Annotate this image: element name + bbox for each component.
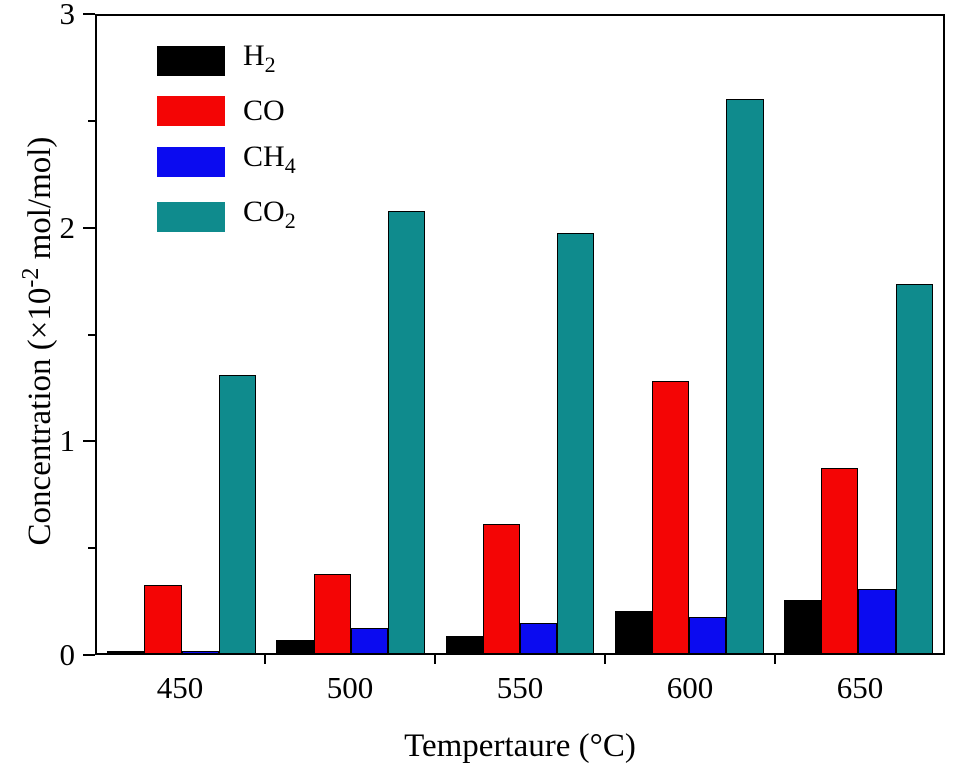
bar-group [435,16,604,653]
legend-label-co: CO [243,95,285,127]
bar-ch4 [519,623,558,653]
legend-label-main: CO [243,94,285,127]
legend-swatch-ch4 [157,146,225,177]
y-axis-title-pre: Concentration (×10 [22,287,58,546]
y-minor-tick [88,119,95,122]
legend-item-co2: CO2 [157,196,296,237]
legend-label-main: CO [243,195,285,228]
bar-group [266,16,435,653]
bar-group [97,16,266,653]
bar-co [482,523,520,653]
bar-co [313,574,351,653]
bar-co [144,585,182,653]
legend-swatch-co [157,96,225,126]
bar-co2 [388,211,426,653]
legend-item-h2: H2 [157,40,296,81]
y-tick-label: 2 [59,209,76,245]
y-axis-title: Concentration (×10-2 mol/mol) [18,31,60,651]
bar-ch4 [858,589,896,653]
bar-co2 [895,283,933,653]
x-tick-label: 500 [326,670,374,705]
bar-co2 [726,98,764,653]
y-minor-tick [88,547,95,550]
legend-swatch-co2 [157,201,225,232]
x-boundary-tick [264,655,266,664]
bar-ch4 [350,627,388,653]
x-axis-title: Tempertaure (°C) [95,728,945,765]
y-tick-label: 0 [59,637,76,672]
bar-h2 [445,636,483,653]
bar-group [774,16,943,653]
bar-h2 [783,599,822,653]
bar-h2 [276,640,314,653]
bar-co2 [218,374,257,653]
bar-group [605,16,774,653]
plot-area: H2 CO CH4 CO2 [95,14,945,655]
legend-label-subscript: 2 [284,208,296,233]
legend-item-ch4: CH4 [157,141,296,182]
y-major-tick [83,13,95,15]
y-tick-label: 1 [59,423,76,459]
legend-label-main: H [243,39,265,72]
legend-label-co2: CO2 [243,196,296,237]
legend-swatch-h2 [157,45,225,76]
bar-h2 [107,650,145,653]
y-major-tick [83,440,95,443]
x-tick-label: 650 [836,670,884,705]
legend-label-subscript: 2 [264,52,276,77]
bar-h2 [614,610,652,653]
y-axis-title-post: mol/mol) [22,136,58,268]
bar-co2 [557,232,595,653]
x-boundary-tick [774,655,776,664]
y-minor-tick [88,333,95,336]
y-axis-title-exponent: -2 [18,267,44,288]
legend-label-ch4: CH4 [243,141,296,182]
x-boundary-tick [434,655,436,664]
bar-ch4 [689,616,727,653]
x-tick-label: 450 [156,670,204,705]
x-tick-label: 550 [496,670,544,705]
x-tick-label: 600 [666,670,714,705]
legend-label-subscript: 4 [284,153,296,178]
y-tick-label: 3 [59,0,76,31]
x-boundary-tick [604,655,606,664]
y-major-tick [83,226,95,229]
legend-label-main: CH [243,140,285,173]
x-axis-title-text: Tempertaure (°C) [404,728,636,764]
bar-co [821,468,859,653]
bar-ch4 [181,650,219,653]
legend-label-h2: H2 [243,40,276,81]
legend-item-co: CO [157,95,296,127]
y-major-tick [83,654,95,656]
legend: H2 CO CH4 CO2 [157,40,296,237]
bar-co [651,381,690,653]
